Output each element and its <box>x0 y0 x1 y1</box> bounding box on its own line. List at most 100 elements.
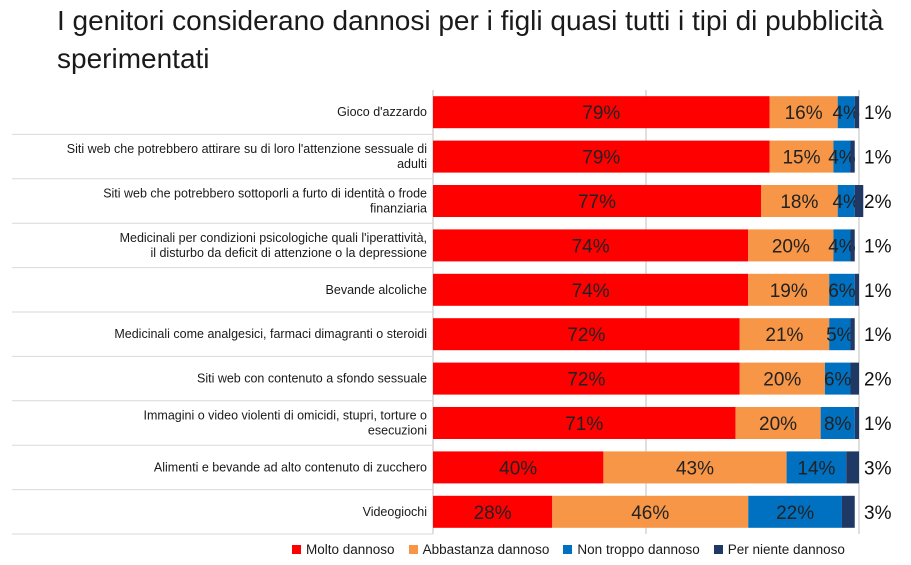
bar-segment-0 <box>433 96 770 129</box>
data-label-outside: 1% <box>864 414 892 435</box>
category-label: Gioco d'azzardo <box>337 105 427 119</box>
data-label: 46% <box>631 503 669 524</box>
category-label: Bevande alcoliche <box>326 283 428 297</box>
data-label-outside: 1% <box>864 148 892 169</box>
bar-segment-0 <box>433 273 749 306</box>
bar-segment-1 <box>761 185 838 217</box>
data-label: 20% <box>763 370 801 391</box>
bar-segment-3 <box>854 96 859 129</box>
data-label-outside: 3% <box>864 458 892 479</box>
bar-segment-1 <box>603 451 787 484</box>
data-label-outside: 2% <box>864 370 892 391</box>
bar-segment-2 <box>748 495 842 528</box>
legend: Molto dannoso Abbastanza dannoso Non tro… <box>292 542 845 557</box>
bar-segment-2 <box>837 96 855 129</box>
data-label: 15% <box>782 148 820 169</box>
bar-segment-0 <box>433 407 736 439</box>
data-label: 4% <box>832 103 860 124</box>
data-label: 40% <box>499 458 537 479</box>
bar-segment-0 <box>433 495 553 528</box>
bar-segment-2 <box>824 362 851 395</box>
data-label: 74% <box>572 236 610 257</box>
legend-label-non-troppo-dannoso: Non troppo dannoso <box>577 542 700 557</box>
category-label: Medicinali come analgesici, farmaci dima… <box>114 327 427 341</box>
data-label-outside: 1% <box>864 281 892 302</box>
bar-segment-1 <box>552 495 749 528</box>
category-label: Medicinali per condizioni psicologiche q… <box>120 231 427 260</box>
bar-segment-2 <box>829 318 851 351</box>
data-label: 72% <box>567 370 605 391</box>
bar-segment-0 <box>433 185 762 217</box>
bar-segment-3 <box>854 185 864 217</box>
chart-title: I genitori considerano dannosi per i fig… <box>57 5 884 74</box>
data-label: 14% <box>797 458 835 479</box>
data-label: 4% <box>828 148 856 169</box>
data-label: 6% <box>828 281 856 302</box>
legend-label-molto-dannoso: Molto dannoso <box>306 542 395 557</box>
data-label: 22% <box>776 503 814 524</box>
data-label: 8% <box>824 414 852 435</box>
legend-swatch-molto-dannoso <box>292 545 301 554</box>
legend-swatch-per-niente-dannoso <box>713 545 723 554</box>
data-label: 43% <box>676 458 714 479</box>
data-label: 21% <box>765 325 803 346</box>
data-label: 20% <box>772 236 810 257</box>
bar-segment-0 <box>433 451 604 484</box>
data-label: 28% <box>474 503 512 524</box>
data-label: 71% <box>565 414 603 435</box>
legend-label-per-niente-dannoso: Per niente dannoso <box>727 542 845 557</box>
bar-segment-1 <box>739 318 830 351</box>
data-label: 19% <box>770 281 808 302</box>
bar-segment-2 <box>833 140 851 173</box>
bar-segment-3 <box>854 273 859 306</box>
legend-item-per-niente-dannoso: Per niente dannoso <box>713 542 845 557</box>
data-label: 4% <box>828 236 856 257</box>
bar-segment-1 <box>748 229 834 262</box>
bar-segment-0 <box>433 362 740 395</box>
stacked-bar-chart: Gioco d'azzardo 79% 16% 4% 1%Siti web che po… <box>12 90 892 535</box>
data-label-outside: 2% <box>864 192 892 213</box>
bar-segment-3 <box>841 495 855 528</box>
data-label: 5% <box>826 325 854 346</box>
bar-segment-2 <box>829 273 855 306</box>
bar-segment-1 <box>739 362 825 395</box>
category-label: Immagini o video violenti di omicidi, st… <box>144 409 428 438</box>
category-label: Siti web che potrebbero attirare su di l… <box>67 142 427 171</box>
data-label: 74% <box>572 281 610 302</box>
bar-segment-1 <box>769 96 838 129</box>
bar-segment-2 <box>820 407 855 439</box>
category-label: Siti web con contenuto a sfondo sessuale <box>197 372 427 386</box>
bar-segment-3 <box>850 318 855 351</box>
legend-swatch-non-troppo-dannoso <box>563 545 573 554</box>
bar-segment-1 <box>769 140 834 173</box>
bar-segment-3 <box>850 140 855 173</box>
data-label-outside: 1% <box>864 325 892 346</box>
data-label: 20% <box>759 414 797 435</box>
legend-item-non-troppo-dannoso: Non troppo dannoso <box>563 542 700 557</box>
bar-segment-0 <box>433 229 749 262</box>
data-label: 77% <box>578 192 616 213</box>
data-label: 72% <box>567 325 605 346</box>
category-label: Videogiochi <box>363 505 427 519</box>
category-label: Alimenti e bevande ad alto contenuto di … <box>154 460 427 474</box>
bar-segment-3 <box>854 407 859 439</box>
bar-segment-3 <box>846 451 859 484</box>
bar-segment-0 <box>433 140 770 173</box>
legend-swatch-abbastanza-dannoso <box>408 545 418 554</box>
bar-segment-2 <box>833 229 851 262</box>
bar-segment-1 <box>735 407 821 439</box>
data-label: 16% <box>785 103 823 124</box>
bar-segment-3 <box>850 229 855 262</box>
data-label: 4% <box>832 192 860 213</box>
bar-segment-2 <box>837 185 855 217</box>
data-label-outside: 1% <box>864 103 892 124</box>
legend-item-abbastanza-dannoso: Abbastanza dannoso <box>408 542 550 557</box>
data-label-outside: 3% <box>864 503 892 524</box>
data-label: 18% <box>780 192 818 213</box>
bar-segment-0 <box>433 318 740 351</box>
bar-segment-2 <box>786 451 847 484</box>
legend-label-abbastanza-dannoso: Abbastanza dannoso <box>422 542 550 557</box>
data-label: 6% <box>824 370 852 391</box>
data-label-outside: 1% <box>864 236 892 257</box>
legend-item-molto-dannoso: Molto dannoso <box>292 542 395 557</box>
